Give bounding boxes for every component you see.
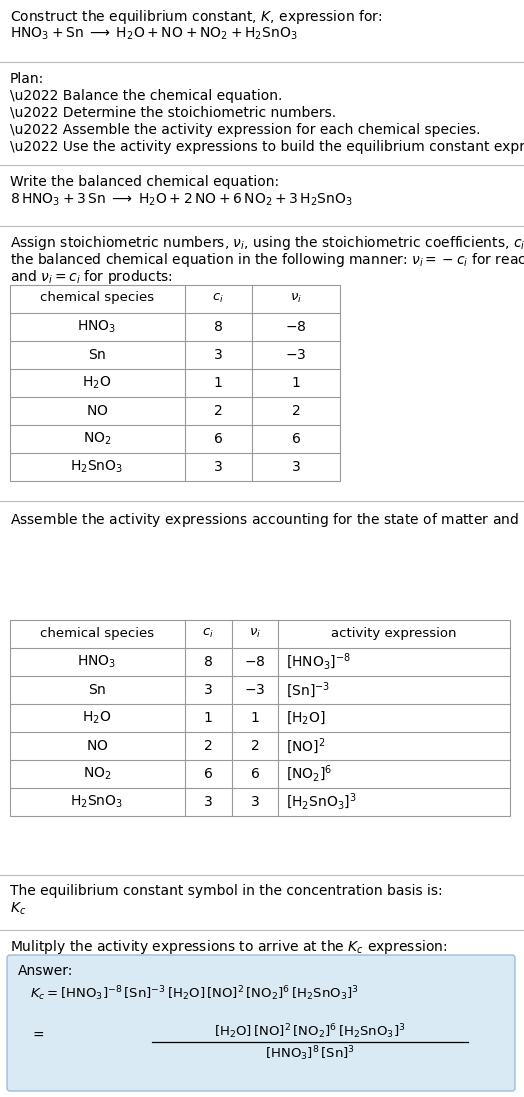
Text: \u2022 Assemble the activity expression for each chemical species.: \u2022 Assemble the activity expression …: [10, 123, 481, 137]
Text: 1: 1: [250, 711, 259, 725]
Text: 6: 6: [214, 432, 222, 446]
Text: \u2022 Determine the stoichiometric numbers.: \u2022 Determine the stoichiometric numb…: [10, 106, 336, 120]
Text: $\nu_i$: $\nu_i$: [249, 626, 261, 640]
Text: Assign stoichiometric numbers, $\nu_i$, using the stoichiometric coefficients, $: Assign stoichiometric numbers, $\nu_i$, …: [10, 234, 524, 252]
Text: $\nu_i$: $\nu_i$: [290, 292, 302, 305]
Bar: [10, 620, 510, 816]
Text: $\mathrm{Sn}$: $\mathrm{Sn}$: [88, 348, 106, 362]
Text: $\mathrm{Sn}$: $\mathrm{Sn}$: [88, 683, 106, 697]
Text: 3: 3: [204, 795, 212, 808]
Text: 8: 8: [214, 320, 222, 333]
Text: $\mathrm{H_2O}$: $\mathrm{H_2O}$: [82, 375, 112, 392]
Text: 1: 1: [291, 376, 300, 391]
Text: 3: 3: [250, 795, 259, 808]
Text: $-8$: $-8$: [285, 320, 307, 333]
Text: $\mathrm{HNO_3}$: $\mathrm{HNO_3}$: [78, 319, 117, 336]
Text: 3: 3: [204, 683, 212, 697]
Text: Plan:: Plan:: [10, 72, 44, 86]
Text: $-3$: $-3$: [286, 348, 307, 362]
Text: 1: 1: [203, 711, 212, 725]
Text: $\mathrm{H_2SnO_3}$: $\mathrm{H_2SnO_3}$: [70, 794, 124, 811]
Text: $[\mathrm{NO}]^2$: $[\mathrm{NO}]^2$: [286, 736, 325, 756]
Text: 2: 2: [214, 404, 222, 418]
Text: activity expression: activity expression: [331, 626, 457, 640]
Text: 6: 6: [250, 767, 259, 781]
Text: $[\mathrm{HNO_3}]^{-8}$: $[\mathrm{HNO_3}]^{-8}$: [286, 652, 351, 672]
Text: $c_i$: $c_i$: [202, 626, 214, 640]
Text: $[\mathrm{H_2O}]\,[\mathrm{NO}]^2\,[\mathrm{NO_2}]^6\,[\mathrm{H_2SnO_3}]^3$: $[\mathrm{H_2O}]\,[\mathrm{NO}]^2\,[\mat…: [214, 1022, 406, 1041]
Text: \u2022 Use the activity expressions to build the equilibrium constant expression: \u2022 Use the activity expressions to b…: [10, 140, 524, 154]
Text: $[\mathrm{Sn}]^{-3}$: $[\mathrm{Sn}]^{-3}$: [286, 680, 330, 700]
Text: Answer:: Answer:: [18, 964, 73, 979]
Text: $\mathrm{NO_2}$: $\mathrm{NO_2}$: [83, 766, 111, 782]
Text: $-3$: $-3$: [244, 683, 266, 697]
Text: $=$: $=$: [30, 1027, 45, 1041]
Text: Write the balanced chemical equation:: Write the balanced chemical equation:: [10, 176, 279, 189]
Text: 2: 2: [250, 739, 259, 753]
FancyBboxPatch shape: [7, 955, 515, 1092]
Text: 6: 6: [203, 767, 212, 781]
Text: $\mathrm{NO}$: $\mathrm{NO}$: [86, 404, 108, 418]
Text: $[\mathrm{HNO_3}]^8\,[\mathrm{Sn}]^3$: $[\mathrm{HNO_3}]^8\,[\mathrm{Sn}]^3$: [265, 1044, 355, 1063]
Text: $K_c = [\mathrm{HNO_3}]^{-8}\,[\mathrm{Sn}]^{-3}\,[\mathrm{H_2O}]\,[\mathrm{NO}]: $K_c = [\mathrm{HNO_3}]^{-8}\,[\mathrm{S…: [30, 984, 359, 1003]
Text: chemical species: chemical species: [40, 292, 154, 305]
Text: 2: 2: [292, 404, 300, 418]
Text: 3: 3: [292, 460, 300, 474]
Text: the balanced chemical equation in the following manner: $\nu_i = -c_i$ for react: the balanced chemical equation in the fo…: [10, 251, 524, 269]
Text: $K_c$: $K_c$: [10, 901, 26, 917]
Text: The equilibrium constant symbol in the concentration basis is:: The equilibrium constant symbol in the c…: [10, 884, 443, 898]
Text: Assemble the activity expressions accounting for the state of matter and $\nu_i$: Assemble the activity expressions accoun…: [10, 511, 524, 529]
Text: Mulitply the activity expressions to arrive at the $K_c$ expression:: Mulitply the activity expressions to arr…: [10, 938, 447, 955]
Text: $\mathrm{H_2SnO_3}$: $\mathrm{H_2SnO_3}$: [70, 459, 124, 475]
Text: 1: 1: [214, 376, 222, 391]
Text: 6: 6: [291, 432, 300, 446]
Text: $\mathrm{NO}$: $\mathrm{NO}$: [86, 739, 108, 753]
Text: 2: 2: [204, 739, 212, 753]
Text: Construct the equilibrium constant, $K$, expression for:: Construct the equilibrium constant, $K$,…: [10, 8, 383, 26]
Text: $[\mathrm{H_2SnO_3}]^3$: $[\mathrm{H_2SnO_3}]^3$: [286, 792, 357, 812]
Text: $\mathrm{8\,HNO_3 + 3\,Sn \;\longrightarrow\; H_2O + 2\,NO + 6\,NO_2 + 3\,H_2SnO: $\mathrm{8\,HNO_3 + 3\,Sn \;\longrightar…: [10, 192, 353, 208]
Text: 8: 8: [203, 655, 212, 669]
Text: 3: 3: [214, 460, 222, 474]
Text: $\mathrm{HNO_3}$: $\mathrm{HNO_3}$: [78, 654, 117, 670]
Text: $[\mathrm{NO_2}]^6$: $[\mathrm{NO_2}]^6$: [286, 764, 333, 784]
Text: $[\mathrm{H_2O}]$: $[\mathrm{H_2O}]$: [286, 710, 326, 726]
Text: and $\nu_i = c_i$ for products:: and $\nu_i = c_i$ for products:: [10, 268, 173, 286]
Text: $\mathrm{HNO_3 + Sn \;\longrightarrow\; H_2O + NO + NO_2 + H_2SnO_3}$: $\mathrm{HNO_3 + Sn \;\longrightarrow\; …: [10, 26, 298, 43]
Text: $c_i$: $c_i$: [212, 292, 224, 305]
Text: 3: 3: [214, 348, 222, 362]
Text: $\mathrm{H_2O}$: $\mathrm{H_2O}$: [82, 710, 112, 726]
Text: \u2022 Balance the chemical equation.: \u2022 Balance the chemical equation.: [10, 89, 282, 103]
Text: $-8$: $-8$: [244, 655, 266, 669]
Text: chemical species: chemical species: [40, 626, 154, 640]
Text: $\mathrm{NO_2}$: $\mathrm{NO_2}$: [83, 431, 111, 448]
Bar: [10, 285, 340, 480]
